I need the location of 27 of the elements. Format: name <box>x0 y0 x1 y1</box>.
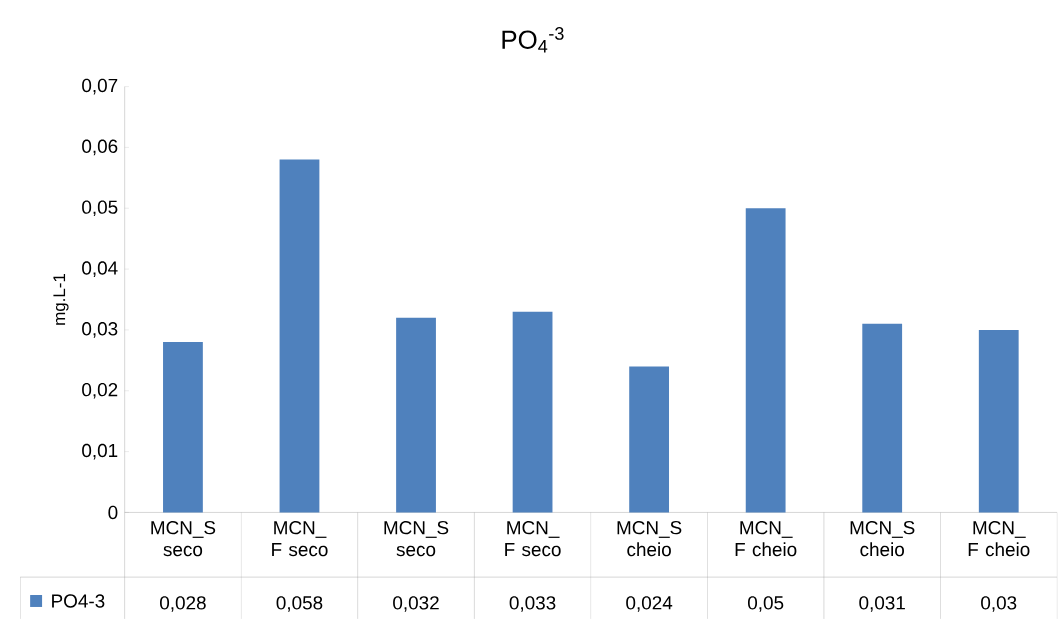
x-tick-label: MCN_S seco <box>151 520 216 557</box>
legend-label: PO4-3 <box>52 594 105 608</box>
data-label: 0,058 <box>276 596 323 612</box>
y-axis-title: mg.L-1 <box>53 274 69 325</box>
y-tick-label: 0,01 <box>82 443 118 460</box>
y-tick-label: 0 <box>108 505 118 520</box>
y-tick-label: 0,02 <box>82 383 118 399</box>
y-tick-label: 0,05 <box>82 200 118 217</box>
y-tick-label: 0,07 <box>82 78 118 95</box>
x-tick-label: MCN_S cheio <box>850 520 915 557</box>
data-label: 0,033 <box>509 596 556 612</box>
x-tick-label: MCN_ F cheio <box>735 520 797 557</box>
y-tick-label: 0,04 <box>82 261 118 277</box>
data-label: 0,031 <box>859 596 905 612</box>
y-tick-label: 0,06 <box>82 139 118 156</box>
chart-title: PO$_{4}$-3 <box>502 27 564 53</box>
data-label: 0,032 <box>393 596 439 612</box>
data-label: 0,028 <box>160 596 206 612</box>
x-tick-label: MCN_ F seco <box>505 520 561 557</box>
data-label: 0,024 <box>626 596 673 612</box>
y-tick-label: 0,03 <box>82 322 118 338</box>
x-tick-label: MCN_S cheio <box>617 520 682 557</box>
data-label: 0,03 <box>981 596 1017 612</box>
x-tick-label: MCN_S seco <box>384 520 449 557</box>
x-tick-label: MCN_ F cheio <box>968 520 1030 557</box>
x-tick-label: MCN_ F seco <box>272 520 328 557</box>
data-label: 0,05 <box>747 596 784 612</box>
